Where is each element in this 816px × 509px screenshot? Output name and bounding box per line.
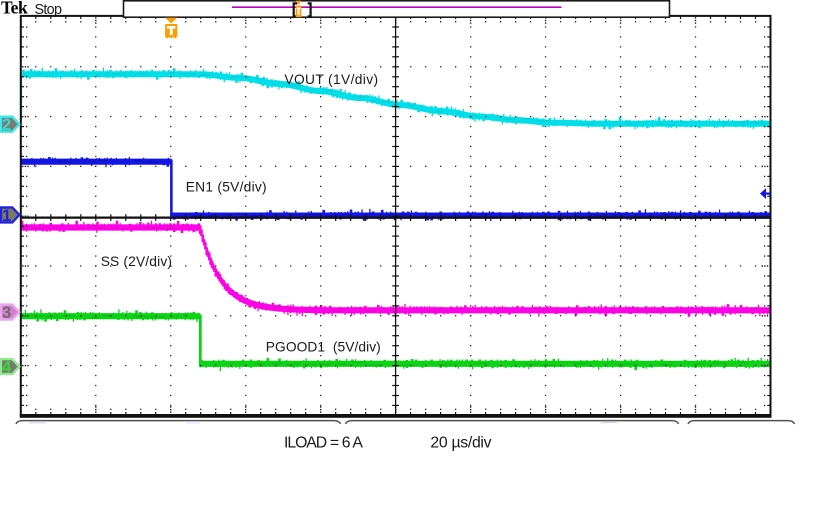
svg-text:PGOOD1 (5V/div): PGOOD1 (5V/div) (266, 340, 381, 355)
svg-text:20 µs/div: 20 µs/div (430, 435, 491, 452)
svg-text:Stop: Stop (35, 2, 63, 18)
svg-text:3: 3 (2, 304, 11, 322)
svg-text:2: 2 (2, 116, 11, 134)
svg-text:1: 1 (2, 207, 11, 225)
svg-text:Tek: Tek (1, 0, 28, 18)
svg-text:SS (2V/div): SS (2V/div) (101, 254, 172, 269)
svg-text:EN1 (5V/div): EN1 (5V/div) (186, 180, 267, 195)
svg-text:ILOAD = 6 A: ILOAD = 6 A (284, 435, 363, 452)
svg-text:VOUT (1V/div): VOUT (1V/div) (284, 72, 378, 87)
svg-text:4: 4 (2, 359, 12, 377)
